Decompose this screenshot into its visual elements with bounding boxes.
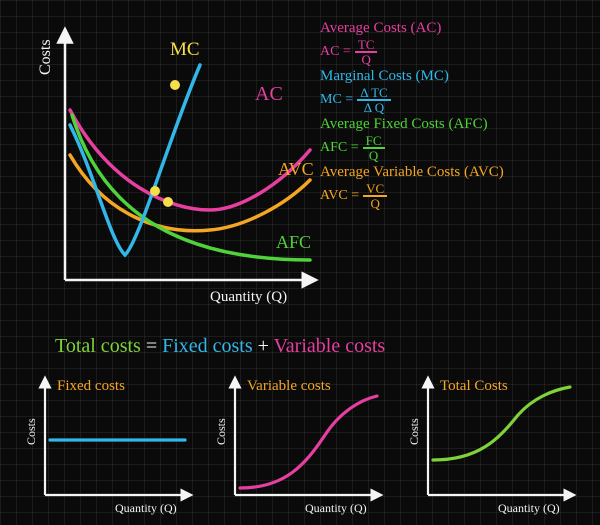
- intersection-dot: [170, 80, 180, 90]
- small-chart: Costs Quantity (Q) Total Costs: [398, 370, 578, 525]
- y-axis-label: Costs: [407, 418, 421, 445]
- chart-title: Total Costs: [440, 378, 508, 394]
- intersection-dot: [150, 186, 160, 196]
- ac-curve: [70, 110, 310, 210]
- legend-title: Average Variable Costs (AVC): [320, 164, 595, 181]
- legend-title: Marginal Costs (MC): [320, 68, 595, 85]
- x-axis-label: Quantity (Q): [498, 501, 560, 515]
- equation-part: Total costs: [55, 335, 141, 357]
- y-axis-label: Costs: [214, 418, 228, 445]
- x-axis-label: Quantity (Q): [305, 501, 367, 515]
- equation-part: Variable costs: [274, 335, 386, 357]
- avc-label: AVC: [278, 159, 314, 179]
- equation-part: =: [141, 335, 162, 357]
- cost-curve: [433, 387, 570, 460]
- chart-title: Fixed costs: [57, 378, 125, 394]
- legend-equation: AFC = FCQ: [320, 134, 595, 162]
- legend-equation: AC = TCQ: [320, 38, 595, 66]
- x-axis-label: Quantity (Q): [210, 289, 287, 305]
- afc-label: AFC: [276, 232, 311, 252]
- total-costs-equation: Total costs = Fixed costs + Variable cos…: [55, 335, 385, 358]
- small-chart: Costs Quantity (Q) Variable costs: [205, 370, 385, 525]
- legend-formulas: Average Costs (AC)AC = TCQ Marginal Costs…: [320, 18, 595, 211]
- main-cost-curves-chart: Costs Quantity (Q) MC AC AVC AFC: [10, 5, 320, 305]
- legend-title: Average Fixed Costs (AFC): [320, 116, 595, 133]
- x-axis-label: Quantity (Q): [115, 501, 177, 515]
- ac-label: AC: [255, 83, 283, 105]
- equation-part: +: [253, 335, 274, 357]
- equation-part: Fixed costs: [162, 335, 253, 357]
- y-axis-label: Costs: [24, 418, 38, 445]
- legend-equation: AVC = VCQ: [320, 182, 595, 210]
- cost-curve: [240, 396, 377, 488]
- mc-label: MC: [170, 39, 200, 60]
- chart-title: Variable costs: [247, 378, 331, 394]
- y-axis-label: Costs: [37, 39, 54, 75]
- small-chart: Costs Quantity (Q) Fixed costs: [15, 370, 195, 525]
- afc-curve: [72, 115, 310, 260]
- intersection-dot: [163, 197, 173, 207]
- legend-equation: MC = Δ TCΔ Q: [320, 86, 595, 114]
- legend-title: Average Costs (AC): [320, 20, 595, 37]
